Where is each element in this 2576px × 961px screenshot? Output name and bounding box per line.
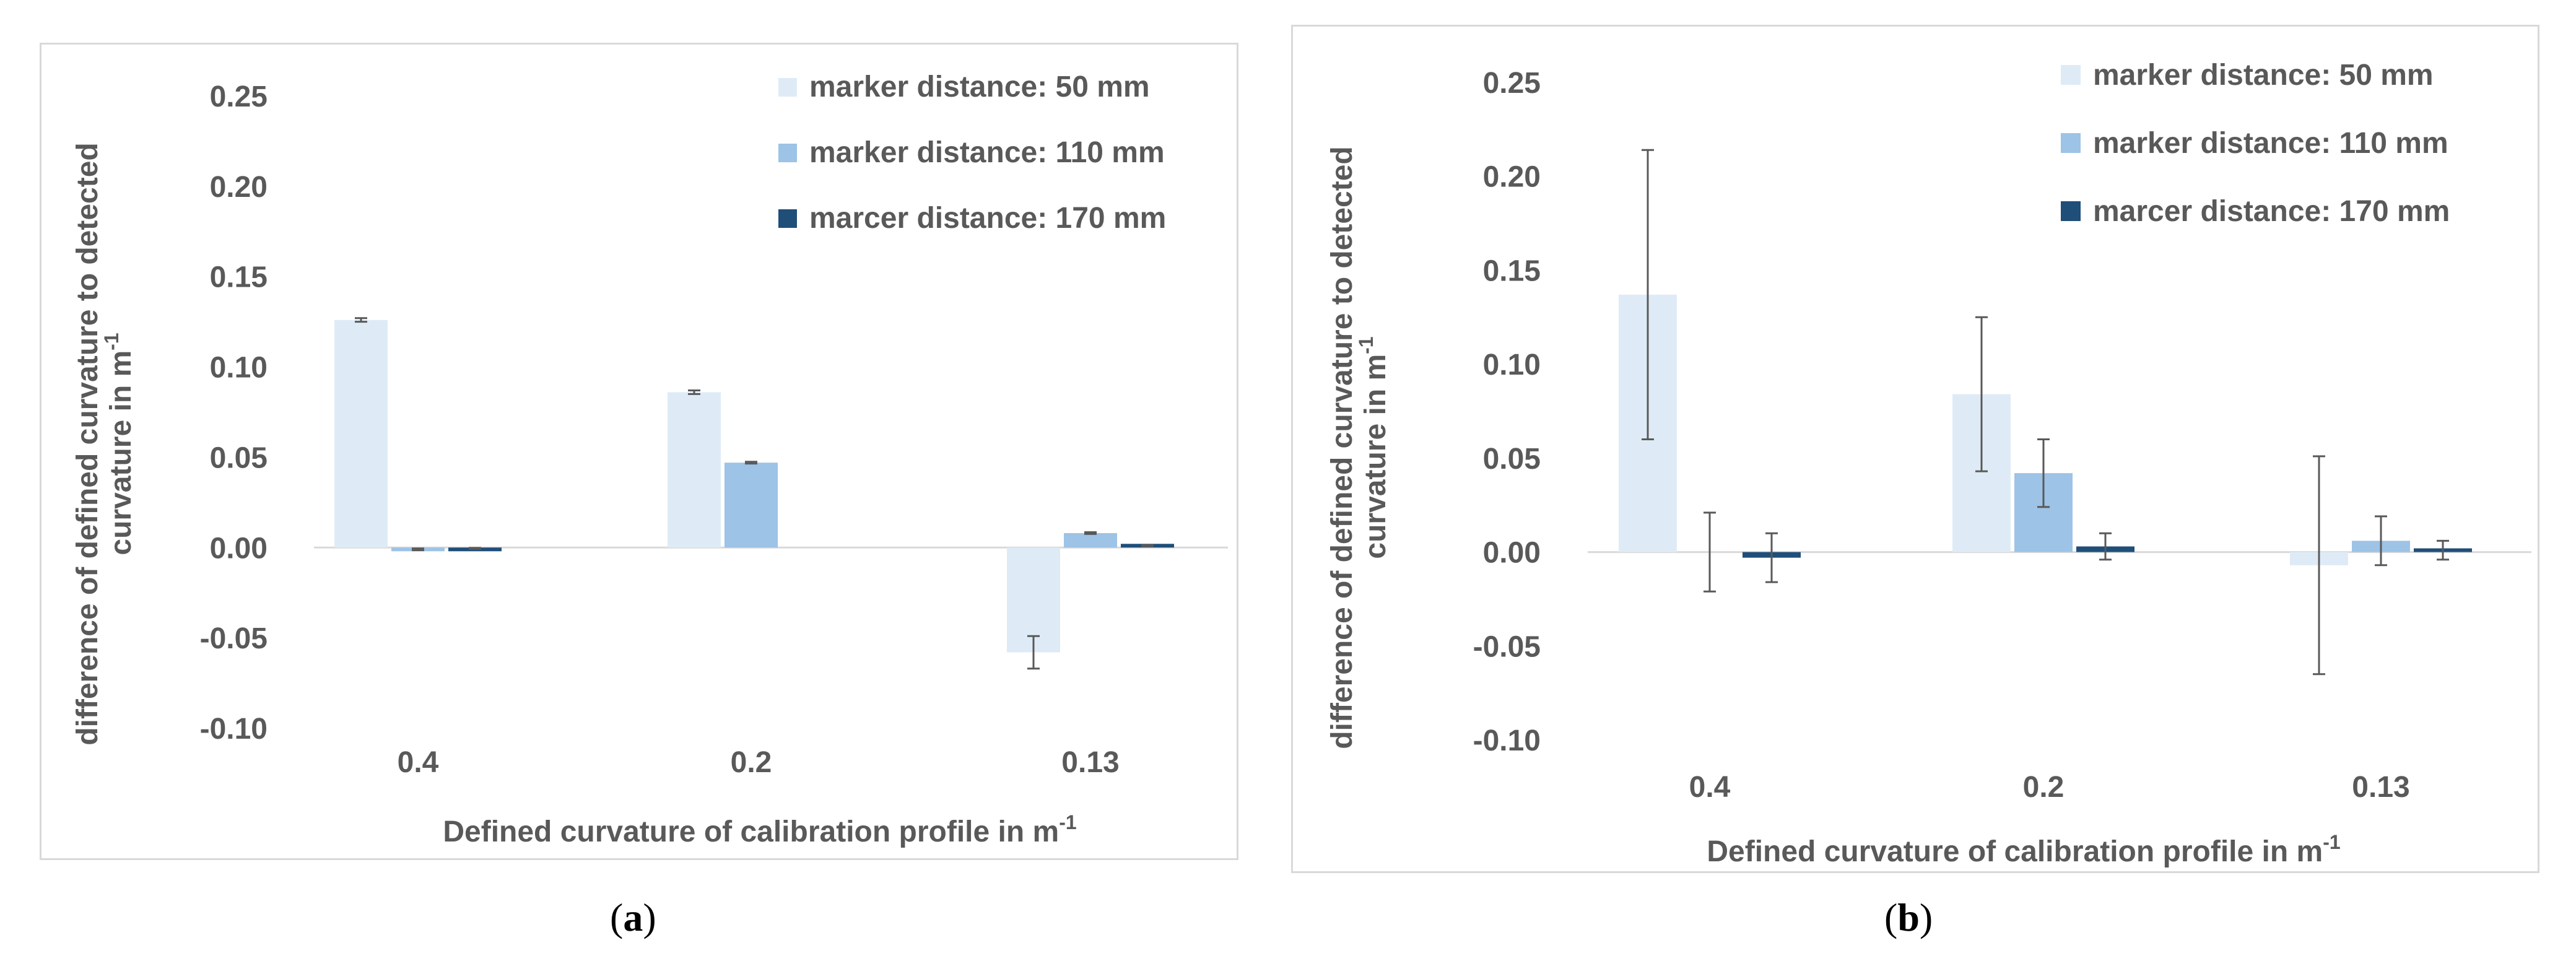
x-axis-title-a: Defined curvature of calibration profile… [443, 811, 1076, 848]
y-tick-label-a-5: 0.00 [210, 532, 268, 565]
bar-a-s0-c2 [1007, 547, 1060, 653]
y-tick-label-a-1: 0.20 [210, 171, 268, 204]
error-bar-a-s2-c2 [1141, 544, 1154, 547]
error-bar-b-s2-c0 [1765, 532, 1778, 583]
y-tick-label-a-7: -0.10 [200, 713, 268, 746]
y-tick-label-b-4: 0.05 [1483, 443, 1541, 476]
y-tick-label-b-0: 0.25 [1483, 67, 1541, 100]
error-bar-b-s2-c2 [2437, 539, 2449, 561]
error-bar-a-s1-c0 [412, 547, 424, 552]
error-bar-a-s2-c0 [469, 547, 481, 550]
panel-caption-b-letter: b [1897, 895, 1920, 939]
y-tick-label-a-2: 0.15 [210, 261, 268, 294]
error-bar-b-s1-c0 [1704, 511, 1716, 593]
legend-label-b-1: marker distance: 110 mm [2093, 127, 2448, 160]
y-tick-label-a-0: 0.25 [210, 80, 268, 113]
x-axis-title-b: Defined curvature of calibration profile… [1707, 831, 2340, 868]
y-tick-label-b-7: -0.10 [1473, 724, 1541, 757]
bar-a-s0-c1 [668, 392, 721, 548]
error-bar-b-s1-c2 [2375, 515, 2387, 567]
legend-swatch-a-0 [778, 78, 797, 97]
legend-label-b-0: marker distance: 50 mm [2093, 59, 2434, 92]
y-tick-label-a-3: 0.10 [210, 352, 268, 385]
y-axis-title-line2-a: curvature in m-1 [100, 333, 137, 555]
legend-swatch-b-1 [2061, 133, 2081, 153]
y-axis-title-b: difference of defined curvature to detec… [1326, 146, 1392, 749]
error-bar-a-s1-c2 [1084, 531, 1097, 535]
y-tick-label-a-4: 0.05 [210, 441, 268, 474]
x-tick-label-b-2: 0.13 [2352, 771, 2409, 804]
legend-label-a-2: marcer distance: 170 mm [809, 202, 1166, 235]
legend-label-a-0: marker distance: 50 mm [809, 71, 1150, 103]
legend-swatch-a-1 [778, 144, 797, 162]
panel-caption-b: (b) [1884, 895, 1933, 939]
error-bar-a-s0-c2 [1027, 635, 1040, 670]
legend-swatch-a-2 [778, 209, 797, 228]
x-tick-label-a-1: 0.2 [731, 746, 772, 779]
legend-label-a-1: marker distance: 110 mm [809, 136, 1165, 169]
y-axis-title-line1-a: difference of defined curvature to detec… [71, 142, 104, 746]
error-bar-a-s0-c1 [688, 389, 700, 395]
y-tick-label-a-6: -0.05 [200, 622, 268, 655]
y-tick-label-b-1: 0.20 [1483, 161, 1541, 194]
panel-caption-a-letter: a [623, 895, 643, 939]
legend-label-b-2: marcer distance: 170 mm [2093, 195, 2450, 228]
error-bar-b-s2-c1 [2099, 532, 2112, 561]
bar-a-s0-c0 [334, 320, 388, 548]
error-bar-b-s1-c1 [2037, 438, 2050, 508]
panel-caption-a: (a) [610, 895, 656, 939]
legend-swatch-b-0 [2061, 65, 2081, 85]
x-tick-label-b-1: 0.2 [2023, 771, 2065, 804]
y-axis-title-line2-b: curvature in m-1 [1355, 336, 1392, 559]
chart-panel-a: 0.25 0.20 0.15 0.10 0.05 0.00 -0.05 -0.10 0.4 0.2… [40, 43, 1238, 860]
chart-b-svg: 0.25 0.20 0.15 0.10 0.05 0.00 -0.05 -0.10 0.4 0.2… [1326, 59, 2531, 868]
error-bar-b-s0-c2 [2313, 455, 2325, 676]
error-bar-a-s0-c0 [355, 317, 367, 323]
y-tick-label-b-3: 0.10 [1483, 349, 1541, 381]
error-bar-b-s0-c0 [1642, 149, 1654, 441]
error-bar-b-s0-c1 [1975, 316, 1988, 472]
bar-a-s1-c1 [724, 463, 778, 548]
bar-a-s1-c2 [1064, 533, 1117, 548]
chart-a-svg: 0.25 0.20 0.15 0.10 0.05 0.00 -0.05 -0.10 0.4 0.2… [71, 71, 1228, 848]
x-tick-label-a-0: 0.4 [398, 746, 439, 779]
error-bar-a-s1-c1 [745, 461, 757, 465]
y-axis-title-line1-b: difference of defined curvature to detec… [1326, 146, 1359, 749]
y-tick-label-b-6: -0.05 [1473, 630, 1541, 663]
y-axis-title-a: difference of defined curvature to detec… [71, 142, 137, 746]
x-tick-label-a-2: 0.13 [1061, 746, 1119, 779]
legend-swatch-b-2 [2061, 201, 2081, 221]
y-tick-label-b-2: 0.15 [1483, 254, 1541, 287]
y-tick-label-b-5: 0.00 [1483, 537, 1541, 570]
x-tick-label-b-0: 0.4 [1689, 771, 1731, 804]
chart-panel-b: 0.25 0.20 0.15 0.10 0.05 0.00 -0.05 -0.10 0.4 0.2… [1291, 25, 2539, 873]
